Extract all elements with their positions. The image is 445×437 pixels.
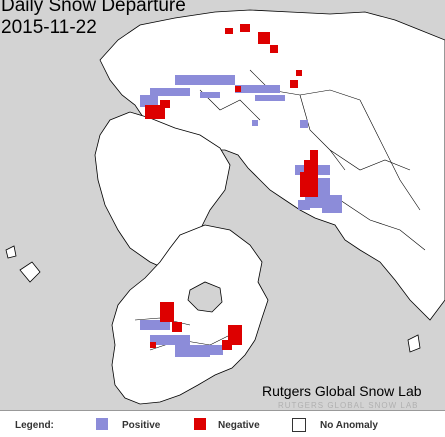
legend-label-negative: Negative bbox=[218, 420, 260, 431]
legend-bar: Legend: Positive Negative No Anomaly bbox=[0, 410, 445, 437]
snow-departure-map: Daily Snow Departure 2015-11-22 Rutgers … bbox=[0, 0, 445, 410]
island-east bbox=[407, 334, 421, 353]
legend-label-no-anomaly: No Anomaly bbox=[320, 420, 378, 431]
north-america-landmass bbox=[111, 224, 269, 405]
hudson-bay bbox=[187, 281, 223, 313]
island-west bbox=[19, 261, 41, 283]
credit-text: Rutgers Global Snow Lab bbox=[262, 383, 422, 399]
map-graphic bbox=[5, 9, 445, 405]
map-title: Daily Snow Departure bbox=[1, 0, 186, 16]
legend-swatch-positive bbox=[96, 418, 108, 430]
legend-swatch-no-anomaly bbox=[292, 418, 306, 432]
negative-anomaly-cells bbox=[145, 24, 318, 350]
watermark-text: RUTGERS GLOBAL SNOW LAB bbox=[278, 401, 419, 410]
island-west-2 bbox=[5, 245, 17, 259]
legend-swatch-negative bbox=[194, 418, 206, 430]
map-date: 2015-11-22 bbox=[1, 17, 97, 38]
legend-label-positive: Positive bbox=[122, 420, 161, 431]
legend-title: Legend: bbox=[15, 420, 54, 431]
